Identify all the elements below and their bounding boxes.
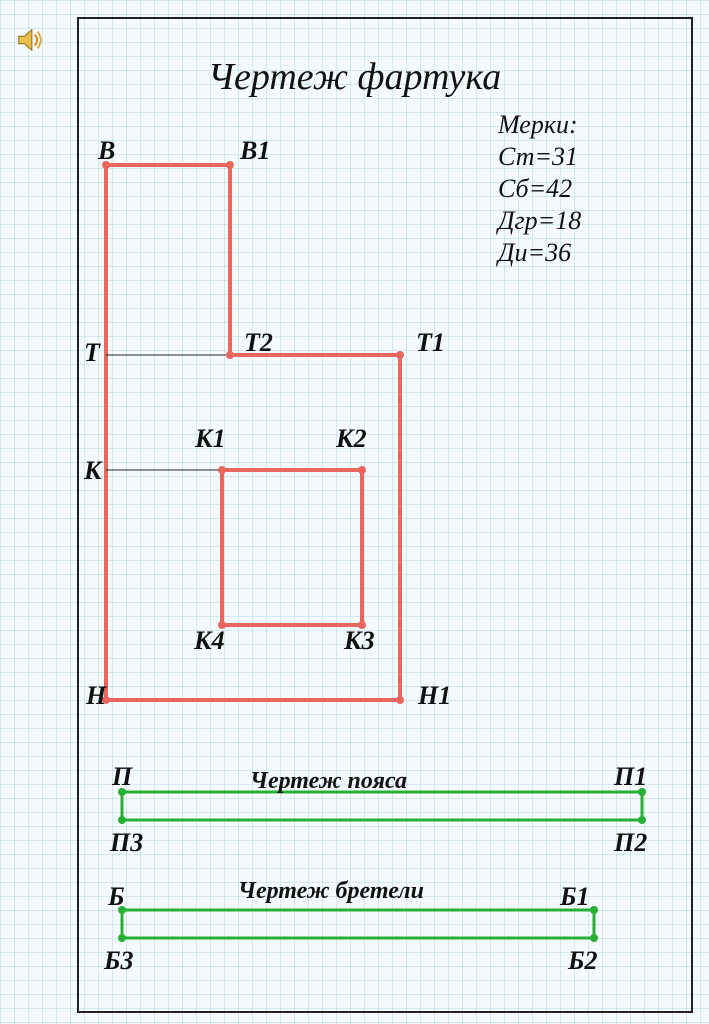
point-label-K3: К3 [344, 626, 375, 656]
apron-node-K2 [358, 466, 366, 474]
apron-node-T1 [396, 351, 404, 359]
apron-node-K1 [218, 466, 226, 474]
point-label-K: К [84, 456, 102, 486]
point-label-B: В [98, 136, 115, 166]
strap-node-S2 [590, 934, 598, 942]
point-label-S1: Б1 [560, 882, 590, 912]
apron-node-H1 [396, 696, 404, 704]
point-label-P2: П2 [614, 828, 647, 858]
point-label-H: Н [86, 681, 106, 711]
point-label-S2: Б2 [568, 946, 598, 976]
belt-node-P2 [638, 816, 646, 824]
strap-node-S1 [590, 906, 598, 914]
point-label-P: П [112, 762, 132, 792]
belt-subtitle: Чертеж пояса [250, 768, 407, 795]
point-label-P1: П1 [614, 762, 647, 792]
point-label-T2: Т2 [244, 328, 273, 358]
point-label-K4: К4 [194, 626, 225, 656]
point-label-T1: Т1 [416, 328, 445, 358]
apron-pocket [222, 470, 362, 625]
apron-node-B1 [226, 161, 234, 169]
point-label-K1: К1 [195, 424, 226, 454]
belt-node-P3 [118, 816, 126, 824]
outer-frame [78, 18, 692, 1012]
strap-outline [122, 910, 594, 938]
point-label-B1: В1 [240, 136, 270, 166]
point-label-S3: Б3 [104, 946, 134, 976]
belt-outline [122, 792, 642, 820]
point-label-H1: Н1 [418, 681, 451, 711]
point-label-T: Т [84, 338, 100, 368]
point-label-K2: К2 [336, 424, 367, 454]
apron-node-T2 [226, 351, 234, 359]
strap-node-S3 [118, 934, 126, 942]
strap-subtitle: Чертеж бретели [238, 878, 424, 905]
point-label-P3: П3 [110, 828, 143, 858]
point-label-S: Б [108, 882, 125, 912]
